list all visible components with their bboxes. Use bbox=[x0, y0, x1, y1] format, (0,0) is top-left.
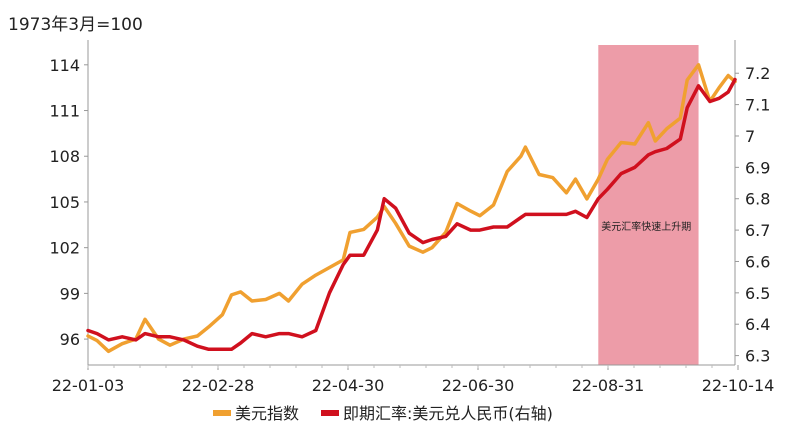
x-tick-label: 22-08-31 bbox=[572, 376, 645, 395]
left-y-tick-label: 114 bbox=[49, 56, 80, 75]
right-y-tick-label: 6.3 bbox=[745, 347, 770, 366]
highlight-annotation: 美元汇率快速上升期 bbox=[601, 220, 691, 233]
x-tick-label: 22-06-30 bbox=[442, 376, 515, 395]
right-y-tick-label: 7.1 bbox=[745, 96, 770, 115]
usd-index-line bbox=[86, 63, 737, 354]
right-y-tick-label: 7 bbox=[745, 127, 755, 146]
x-tick-label: 22-01-03 bbox=[52, 376, 125, 395]
left-y-tick-label: 102 bbox=[49, 239, 80, 258]
legend-label: 即期汇率:美元兑人民币(右轴) bbox=[343, 404, 553, 423]
right-y-tick-label: 6.7 bbox=[745, 221, 770, 240]
x-tick-label: 22-02-28 bbox=[182, 376, 255, 395]
left-axis-unit-label: 1973年3月=100 bbox=[8, 15, 143, 35]
x-tick-label: 22-04-30 bbox=[312, 376, 385, 395]
left-y-tick-label: 108 bbox=[49, 147, 80, 166]
right-y-tick-label: 6.5 bbox=[745, 284, 770, 303]
left-y-tick-label: 99 bbox=[60, 284, 80, 303]
right-y-tick-label: 6.9 bbox=[745, 158, 770, 177]
x-tick-label: 22-10-14 bbox=[702, 376, 775, 395]
left-y-tick-label: 105 bbox=[49, 193, 80, 212]
highlight-band bbox=[598, 45, 699, 365]
legend-label: 美元指数 bbox=[235, 404, 299, 423]
right-y-tick-label: 6.6 bbox=[745, 252, 770, 271]
left-y-tick-label: 96 bbox=[60, 330, 80, 349]
right-y-tick-label: 6.8 bbox=[745, 190, 770, 209]
usd-cny-line bbox=[86, 77, 737, 352]
right-y-tick-label: 7.2 bbox=[745, 64, 770, 83]
left-y-tick-label: 111 bbox=[49, 102, 80, 121]
right-y-tick-label: 6.4 bbox=[745, 315, 770, 334]
